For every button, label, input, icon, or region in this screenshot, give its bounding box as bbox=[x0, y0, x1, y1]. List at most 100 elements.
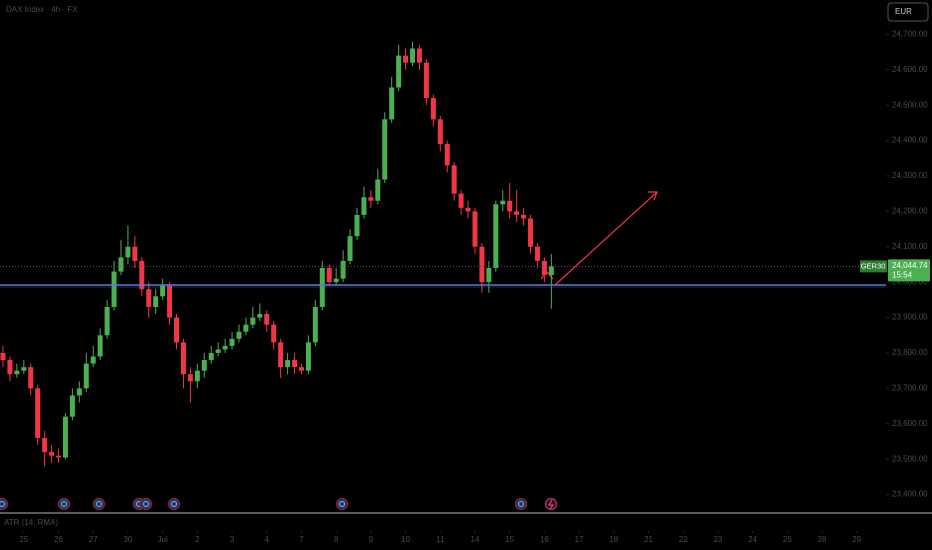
x-tick-label: 17 bbox=[575, 535, 584, 544]
x-tick-label: 23 bbox=[713, 535, 722, 544]
symbol-tag bbox=[860, 260, 887, 273]
countdown-label: 15:54 bbox=[892, 270, 913, 279]
event-icon bbox=[514, 497, 528, 511]
candle-body bbox=[14, 370, 20, 375]
candle-body bbox=[42, 437, 48, 453]
candle-body bbox=[56, 455, 62, 458]
candle-body bbox=[222, 345, 228, 350]
candle-body bbox=[416, 48, 422, 63]
price-tag bbox=[888, 259, 930, 282]
candle-body bbox=[236, 331, 242, 339]
candle-body bbox=[285, 360, 291, 368]
candle-body bbox=[305, 342, 311, 371]
y-tick-label: 24,600.00 bbox=[892, 65, 928, 74]
candle-body bbox=[167, 285, 173, 318]
x-tick-label: 14 bbox=[471, 535, 480, 544]
candle-body bbox=[465, 207, 471, 212]
candle-body bbox=[21, 367, 27, 371]
candle-body bbox=[423, 62, 429, 99]
candle-body bbox=[160, 285, 166, 297]
x-tick-label: 8 bbox=[334, 535, 339, 544]
candle-body bbox=[208, 352, 214, 361]
candle-body bbox=[229, 338, 235, 346]
x-tick-label: 10 bbox=[401, 535, 410, 544]
x-tick-label: 9 bbox=[369, 535, 374, 544]
candle-body bbox=[83, 363, 89, 389]
candle-body bbox=[410, 48, 416, 63]
candle-body bbox=[180, 342, 186, 375]
event-icon-inner bbox=[61, 501, 67, 507]
trend-arrow-head bbox=[648, 191, 658, 201]
chart-title: DAX Index · 4h · FX bbox=[6, 5, 78, 14]
candle-body bbox=[396, 55, 402, 88]
candle-body bbox=[146, 289, 152, 307]
candle-body bbox=[264, 314, 270, 325]
candle-body bbox=[528, 218, 534, 247]
x-tick-label: 15 bbox=[505, 535, 514, 544]
event-icon bbox=[167, 497, 181, 511]
candle-body bbox=[312, 306, 318, 343]
candle-body bbox=[389, 87, 395, 120]
candle-body bbox=[437, 119, 443, 145]
y-tick-label: 24,500.00 bbox=[892, 100, 928, 109]
x-tick-label: 7 bbox=[299, 535, 304, 544]
currency-label: EUR bbox=[895, 7, 912, 16]
y-tick-label: 24,300.00 bbox=[892, 171, 928, 180]
candle-body bbox=[250, 317, 256, 325]
candle-body bbox=[28, 367, 34, 389]
candle-body bbox=[49, 452, 55, 456]
x-tick-label: 28 bbox=[818, 535, 827, 544]
candle-body bbox=[292, 360, 298, 368]
candle-body bbox=[507, 200, 513, 212]
y-tick-label: 24,400.00 bbox=[892, 136, 928, 145]
event-icon-inner bbox=[518, 501, 524, 507]
y-tick-label: 23,600.00 bbox=[892, 419, 928, 428]
candle-body bbox=[201, 360, 207, 371]
candle-body bbox=[319, 268, 325, 307]
candle-body bbox=[139, 260, 145, 290]
candle-body bbox=[534, 246, 540, 261]
candle-body bbox=[132, 246, 138, 261]
x-tick-label: 24 bbox=[748, 535, 757, 544]
candle-body bbox=[382, 119, 388, 180]
indicator-label: ATR (14, RMA) bbox=[4, 518, 58, 527]
candle-body bbox=[76, 388, 82, 396]
event-icon bbox=[335, 497, 349, 511]
candle-body bbox=[479, 246, 485, 283]
y-tick-label: 23,900.00 bbox=[892, 313, 928, 322]
candle-body bbox=[62, 416, 68, 458]
event-icon-inner bbox=[96, 501, 102, 507]
candle-body bbox=[153, 296, 159, 307]
candle-body bbox=[541, 260, 547, 276]
candle-body bbox=[97, 335, 103, 357]
candle-body bbox=[326, 268, 332, 283]
candle-body bbox=[472, 211, 478, 247]
y-tick-label: 23,400.00 bbox=[892, 490, 928, 499]
candle-body bbox=[257, 314, 263, 318]
candle-body bbox=[430, 98, 436, 120]
y-tick-label: 23,800.00 bbox=[892, 348, 928, 357]
y-tick-label: 24,200.00 bbox=[892, 206, 928, 215]
candle-body bbox=[333, 278, 339, 283]
candle-body bbox=[125, 246, 131, 258]
event-icon bbox=[544, 497, 558, 511]
symbol-label: GER30 bbox=[861, 261, 886, 270]
candle-body bbox=[458, 193, 464, 208]
x-tick-label: Jul bbox=[158, 535, 168, 544]
y-tick-label: 23,500.00 bbox=[892, 454, 928, 463]
y-tick-label: 24,100.00 bbox=[892, 242, 928, 251]
event-icon-inner bbox=[0, 501, 5, 507]
trend-arrow bbox=[554, 191, 658, 286]
candle-body bbox=[111, 271, 117, 307]
x-tick-label: 29 bbox=[852, 535, 861, 544]
candle-body bbox=[340, 260, 346, 279]
x-tick-label: 18 bbox=[609, 535, 618, 544]
candle-body bbox=[347, 236, 353, 261]
event-icon-inner bbox=[171, 501, 177, 507]
y-tick-label: 23,700.00 bbox=[892, 383, 928, 392]
currency-button[interactable] bbox=[887, 2, 929, 22]
x-tick-label: 16 bbox=[540, 535, 549, 544]
